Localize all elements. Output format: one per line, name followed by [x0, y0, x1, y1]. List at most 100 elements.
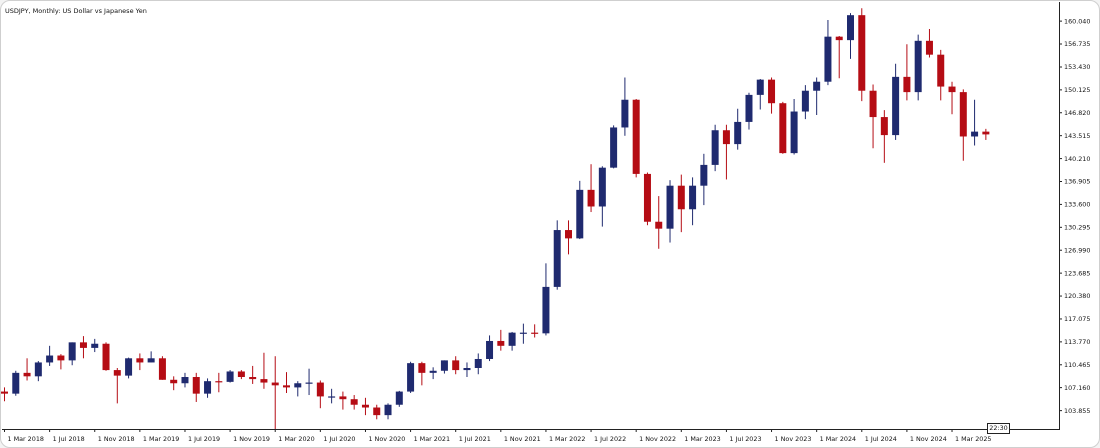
candle-body — [1, 391, 8, 394]
candle-body — [12, 372, 20, 394]
candle-body — [407, 363, 415, 392]
candle-body — [700, 164, 708, 186]
x-tick-label: 1 Jul 2018 — [53, 435, 85, 443]
candle-body — [260, 379, 268, 383]
x-tick-label: 1 Nov 2022 — [639, 435, 676, 443]
x-tick-label: 1 Jul 2023 — [729, 435, 761, 443]
candle-body — [486, 340, 494, 359]
candle-body — [418, 363, 426, 373]
x-tick-label: 1 Mar 2020 — [278, 435, 314, 443]
x-tick-label: 1 Mar 2022 — [549, 435, 585, 443]
candle-body — [440, 360, 448, 371]
candle-body — [474, 358, 482, 368]
y-tick-label: 150.125 — [1064, 86, 1090, 94]
x-tick-label: 1 Nov 2020 — [368, 435, 405, 443]
candle-body — [147, 358, 155, 363]
candle-body — [677, 185, 685, 210]
candle-body — [181, 377, 189, 384]
candle-body — [316, 382, 324, 397]
candle-body — [847, 15, 854, 41]
candle-body — [971, 131, 979, 137]
candle-body — [170, 379, 178, 384]
candle-body — [113, 370, 121, 376]
candle-body — [57, 355, 65, 361]
candle-body — [91, 343, 99, 348]
candle-body — [531, 332, 539, 334]
x-tick-label: 1 Mar 2019 — [143, 435, 179, 443]
x-tick-label: 1 Mar 2023 — [684, 435, 720, 443]
candle-body — [542, 286, 550, 334]
candle-body — [925, 40, 933, 55]
x-tick-label: 1 Jul 2019 — [188, 435, 220, 443]
candle-body — [46, 355, 54, 363]
candle-body — [880, 117, 888, 136]
candle-body — [745, 94, 753, 122]
y-tick-label: 113.770 — [1064, 338, 1090, 346]
candle-body — [158, 358, 166, 380]
candle-body — [982, 131, 990, 135]
y-tick-label: 120.380 — [1064, 292, 1090, 300]
candle-body — [632, 99, 640, 174]
candle-body — [136, 358, 144, 363]
y-tick-label: 136.905 — [1064, 178, 1090, 186]
candle-body — [452, 360, 460, 371]
candle-body — [610, 127, 618, 168]
y-tick-label: 140.210 — [1064, 155, 1090, 163]
candle-body — [734, 121, 742, 145]
candle-body — [350, 399, 358, 405]
candle-body — [824, 36, 832, 82]
candle-body — [125, 358, 133, 376]
candle-body — [689, 185, 697, 210]
candle-body — [429, 370, 437, 373]
y-tick-label: 153.430 — [1064, 63, 1090, 71]
candle-body — [666, 185, 674, 229]
candle-body — [23, 372, 31, 377]
y-tick-label: 146.820 — [1064, 109, 1090, 117]
candle-body — [948, 86, 956, 93]
x-tick-label: 1 Nov 2021 — [504, 435, 541, 443]
candle-body — [215, 381, 223, 383]
y-tick-label: 123.685 — [1064, 269, 1090, 277]
candle-body — [497, 340, 505, 346]
y-tick-label: 156.735 — [1064, 40, 1090, 48]
candle-body — [959, 92, 967, 137]
candle-body — [892, 76, 900, 136]
y-tick-label: 160.040 — [1064, 17, 1090, 25]
x-tick-label: 1 Mar 2024 — [820, 435, 856, 443]
candle-body — [643, 173, 651, 222]
candle-body — [869, 90, 877, 118]
candle-body — [711, 130, 719, 165]
candle-body — [858, 15, 866, 91]
candle-body — [553, 230, 561, 287]
y-tick-label: 117.075 — [1064, 315, 1090, 323]
x-tick-label: 1 Jul 2024 — [865, 435, 897, 443]
x-tick-label: 1 Mar 2018 — [8, 435, 44, 443]
y-tick-label: 143.515 — [1064, 132, 1090, 140]
x-tick-label: 1 Nov 2024 — [910, 435, 947, 443]
chart-title: USDJPY, Monthly: US Dollar vs Japanese Y… — [5, 7, 147, 15]
x-tick-label: 1 Mar 2021 — [414, 435, 450, 443]
x-tick-label: 1 Mar 2025 — [955, 435, 991, 443]
x-tick-label: 1 Nov 2023 — [775, 435, 812, 443]
candle-body — [508, 332, 516, 346]
candle-body — [283, 385, 290, 388]
candle-body — [621, 99, 629, 128]
candle-body — [204, 381, 212, 394]
candle-body — [903, 76, 911, 93]
y-tick-label: 103.855 — [1064, 407, 1090, 415]
candle-body — [361, 404, 369, 408]
candle-body — [790, 111, 798, 154]
candle-body — [576, 189, 584, 239]
candle-body — [79, 342, 87, 348]
y-tick-label: 130.295 — [1064, 224, 1090, 232]
candle-body — [328, 396, 336, 398]
plot-area[interactable] — [2, 2, 1060, 430]
candle-body — [226, 371, 234, 382]
candle-body — [463, 368, 471, 371]
candle-body — [339, 396, 347, 400]
y-tick-label: 107.160 — [1064, 384, 1090, 392]
candle-body — [779, 103, 787, 154]
candle-body — [565, 230, 572, 239]
